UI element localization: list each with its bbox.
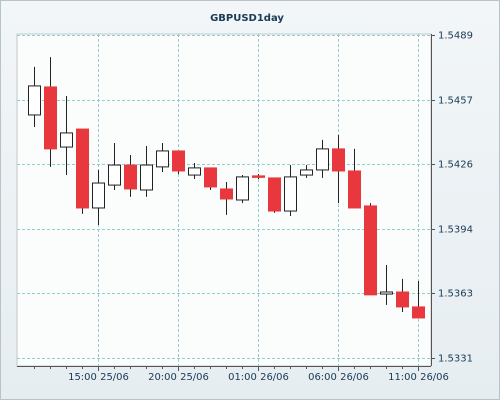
candle-body xyxy=(268,177,281,212)
x-tick-label: 20:00 25/06 xyxy=(148,372,209,383)
y-tick-label: 1.5331 xyxy=(438,354,473,365)
candle-body xyxy=(300,169,313,176)
chart-title: GBPUSD1day xyxy=(210,13,284,24)
candle-body xyxy=(188,167,201,176)
candle-body xyxy=(364,205,377,296)
y-tick-label: 1.5426 xyxy=(438,160,473,171)
candle-body xyxy=(44,86,57,150)
candle-body xyxy=(60,132,73,148)
candle-body xyxy=(76,128,89,209)
candle-body xyxy=(140,164,153,191)
candle-body xyxy=(108,164,121,186)
y-tick-label: 1.5457 xyxy=(438,96,473,107)
candle-body xyxy=(220,188,233,200)
y-tick-label: 1.5394 xyxy=(438,225,473,236)
candle-body xyxy=(172,150,185,172)
candle-body xyxy=(28,85,41,116)
candle-body xyxy=(412,306,425,319)
candle-body xyxy=(332,148,345,172)
x-tick-label: 06:00 26/06 xyxy=(308,372,369,383)
x-tick-label: 11:00 26/06 xyxy=(388,372,449,383)
candle-body xyxy=(316,148,329,171)
candle-body xyxy=(124,164,137,190)
candle-body xyxy=(92,182,105,209)
candle-body xyxy=(204,167,217,188)
y-tick-label: 1.5489 xyxy=(438,31,473,42)
candle-body xyxy=(156,150,169,168)
candle-body xyxy=(236,176,249,201)
candle-body xyxy=(396,291,409,308)
x-tick-label: 01:00 26/06 xyxy=(228,372,289,383)
candle-body xyxy=(284,176,297,212)
candle-body xyxy=(348,170,361,209)
y-tick-label: 1.5363 xyxy=(438,289,473,300)
candle-body xyxy=(380,291,393,295)
x-tick-label: 15:00 25/06 xyxy=(68,372,129,383)
candle-body xyxy=(252,175,265,178)
